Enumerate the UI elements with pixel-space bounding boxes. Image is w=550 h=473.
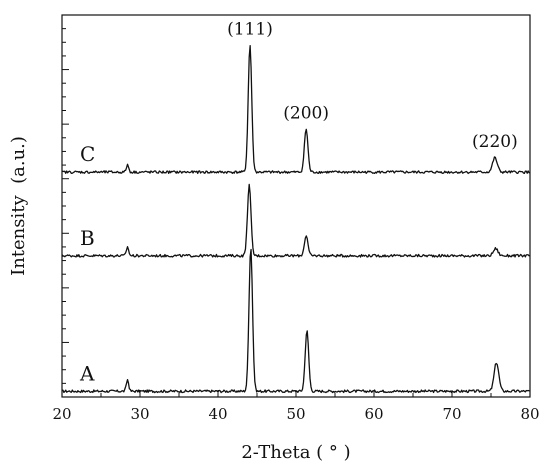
x-tick-label: 60	[364, 405, 383, 423]
peak-label: (200)	[283, 103, 329, 123]
series-c-label: C	[80, 142, 95, 166]
series-b-line	[61, 183, 531, 258]
y-axis-title: Intensity (a.u.)	[8, 136, 29, 276]
y-axis-ticks	[62, 28, 69, 384]
series-a-label: A	[79, 361, 95, 385]
series-layer	[61, 45, 531, 394]
x-tick-label: 50	[286, 405, 305, 423]
x-tick-label: 30	[130, 405, 149, 423]
peak-annotations: (111) (200) (220)	[227, 20, 518, 152]
x-tick-label: 80	[520, 405, 539, 423]
plot-frame	[61, 14, 531, 398]
x-tick-label: 20	[52, 405, 71, 423]
x-axis-ticks: 20 30 40 50 60 70 80	[52, 390, 540, 423]
x-axis-title: 2-Theta ( ° )	[241, 442, 350, 463]
x-tick-label: 70	[442, 405, 461, 423]
peak-label: (220)	[472, 132, 518, 152]
peak-label: (111)	[227, 20, 273, 40]
series-labels: A B C	[79, 142, 95, 385]
x-tick-label: 40	[208, 405, 227, 423]
series-a-line	[61, 248, 531, 394]
series-c-line	[61, 45, 531, 175]
series-b-label: B	[80, 226, 95, 250]
